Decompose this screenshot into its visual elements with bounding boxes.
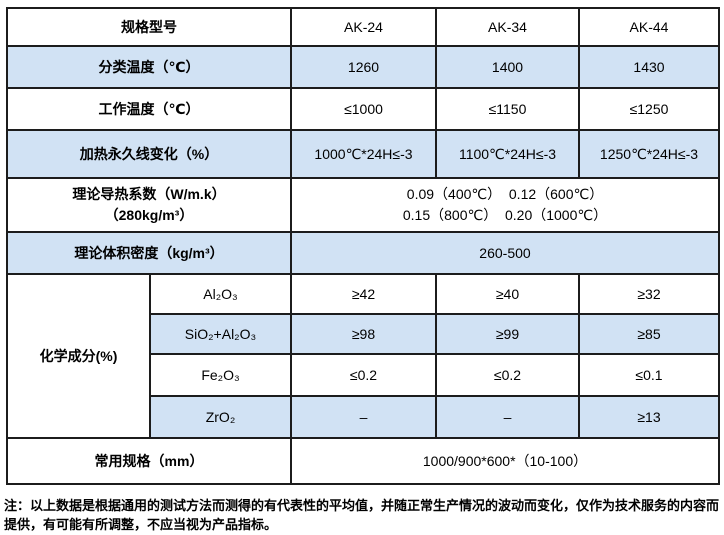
row-chemical-zro2: ZrO₂ – – ≥13 <box>7 395 720 439</box>
row-bulk-density: 理论体积密度（kg/m³） 260-500 <box>6 231 720 275</box>
classification-temp-label: 分类温度（℃） <box>6 45 292 89</box>
chemical-al2o3-ak24: ≥42 <box>290 273 437 315</box>
thermal-conductivity-label: 理论导热系数（W/m.k） （280kg/m³） <box>6 177 292 233</box>
chemical-al2o3-ak44: ≥32 <box>578 273 720 315</box>
chemical-zro2-ak34: – <box>435 395 580 439</box>
bulk-density-value: 260-500 <box>290 231 720 275</box>
row-model: 规格型号 AK-24 AK-34 AK-44 <box>6 7 720 47</box>
thermal-conductivity-value-line2: 0.15（800℃） 0.20（1000℃） <box>402 207 608 223</box>
chemical-al2o3-name: Al₂O₃ <box>149 273 292 315</box>
footnote-text: 注：以上数据是根据通用的测试方法而测得的有代表性的平均值，并随正常生产情况的波动… <box>4 498 720 532</box>
chemical-zro2-name: ZrO₂ <box>149 395 292 439</box>
chemical-zro2-ak44: ≥13 <box>578 395 720 439</box>
chemical-sio2-al2o3-ak24: ≥98 <box>290 313 437 355</box>
working-temp-label: 工作温度（℃） <box>6 87 292 131</box>
chemical-composition-label: 化学成分(%) <box>6 273 151 439</box>
heating-linear-change-ak44: 1250℃*24H≤-3 <box>578 129 720 179</box>
chemical-fe2o3-name: Fe₂O₃ <box>149 353 292 397</box>
chemical-fe2o3-ak24: ≤0.2 <box>290 353 437 397</box>
thermal-conductivity-value-line1: 0.09（400℃） 0.12（600℃） <box>406 186 604 202</box>
chemical-sio2-al2o3-name: SiO₂+Al₂O₃ <box>149 313 292 355</box>
model-ak24: AK-24 <box>290 7 437 47</box>
classification-temp-ak34: 1400 <box>435 45 580 89</box>
common-size-value: 1000/900*600*（10-100） <box>290 437 720 485</box>
thermal-conductivity-values: 0.09（400℃） 0.12（600℃） 0.15（800℃） 0.20（10… <box>290 177 720 233</box>
bulk-density-label: 理论体积密度（kg/m³） <box>6 231 292 275</box>
row-heating-linear-change: 加热永久线变化（%） 1000℃*24H≤-3 1100℃*24H≤-3 125… <box>6 129 720 179</box>
row-common-size: 常用规格（mm） 1000/900*600*（10-100） <box>6 437 720 485</box>
row-chemical-fe2o3: Fe₂O₃ ≤0.2 ≤0.2 ≤0.1 <box>7 353 720 397</box>
model-row-label: 规格型号 <box>6 7 292 47</box>
row-working-temp: 工作温度（℃） ≤1000 ≤1150 ≤1250 <box>6 87 720 131</box>
working-temp-ak44: ≤1250 <box>578 87 720 131</box>
classification-temp-ak24: 1260 <box>290 45 437 89</box>
chemical-fe2o3-ak34: ≤0.2 <box>435 353 580 397</box>
common-size-label: 常用规格（mm） <box>6 437 292 485</box>
heating-linear-change-label: 加热永久线变化（%） <box>6 129 292 179</box>
model-ak34: AK-34 <box>435 7 580 47</box>
model-ak44: AK-44 <box>578 7 720 47</box>
row-thermal-conductivity: 理论导热系数（W/m.k） （280kg/m³） 0.09（400℃） 0.12… <box>6 177 720 233</box>
chemical-zro2-ak24: – <box>290 395 437 439</box>
thermal-conductivity-label-line1: 理论导热系数（W/m.k） <box>72 186 226 202</box>
working-temp-ak34: ≤1150 <box>435 87 580 131</box>
row-chemical-al2o3: 化学成分(%) Al₂O₃ ≥42 ≥40 ≥32 <box>6 273 720 439</box>
chemical-al2o3-ak34: ≥40 <box>435 273 580 315</box>
row-chemical-sio2-al2o3: SiO₂+Al₂O₃ ≥98 ≥99 ≥85 <box>7 313 720 355</box>
chemical-sio2-al2o3-ak44: ≥85 <box>578 313 720 355</box>
classification-temp-ak44: 1430 <box>578 45 720 89</box>
product-spec-table: 规格型号 AK-24 AK-34 AK-44 分类温度（℃） 1260 1400… <box>6 7 720 485</box>
thermal-conductivity-label-line2: （280kg/m³） <box>104 207 194 223</box>
chemical-fe2o3-ak44: ≤0.1 <box>578 353 720 397</box>
heating-linear-change-ak24: 1000℃*24H≤-3 <box>290 129 437 179</box>
heating-linear-change-ak34: 1100℃*24H≤-3 <box>435 129 580 179</box>
chemical-sio2-al2o3-ak34: ≥99 <box>435 313 580 355</box>
row-classification-temp: 分类温度（℃） 1260 1400 1430 <box>6 45 720 89</box>
working-temp-ak24: ≤1000 <box>290 87 437 131</box>
